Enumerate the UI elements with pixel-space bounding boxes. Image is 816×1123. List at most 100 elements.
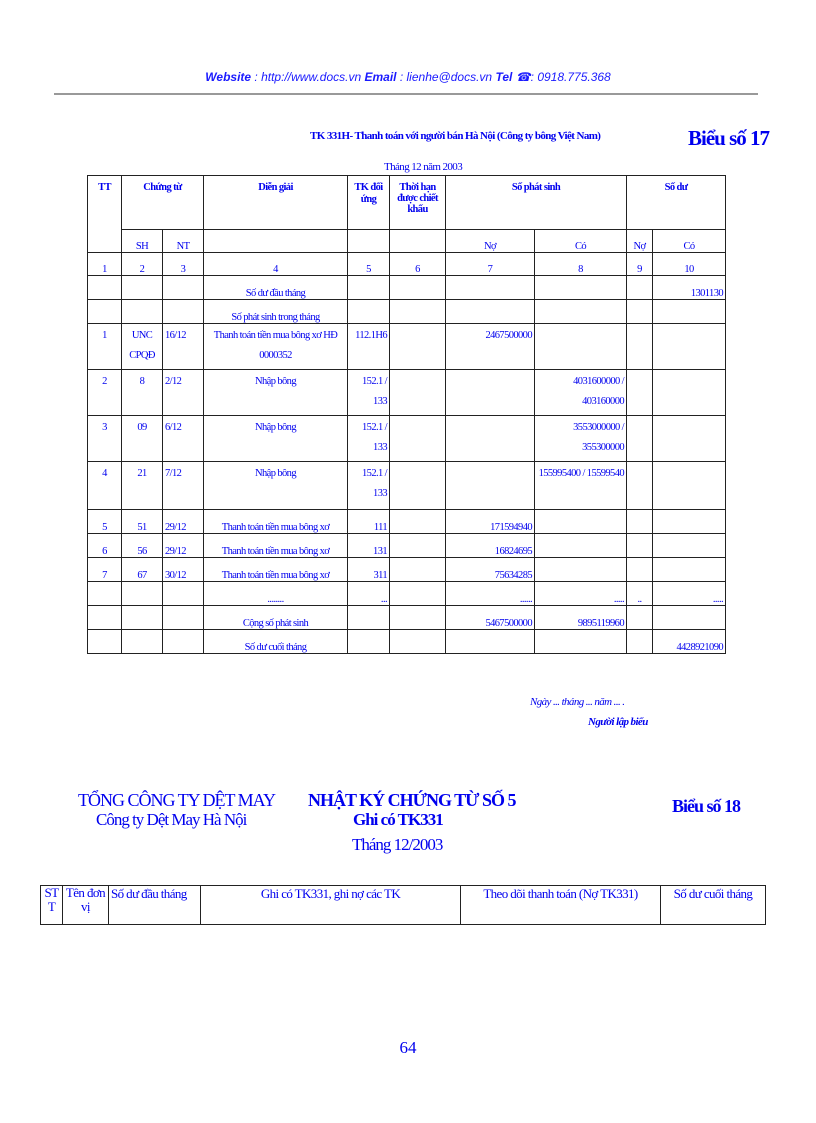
cell-co (534, 275, 627, 300)
form18-title: NHẬT KÝ CHỨNG TỪ SỐ 5 (308, 790, 517, 810)
header-du-no: Nợ (626, 229, 653, 253)
header-dien-giai: Diễn giải (203, 175, 348, 230)
form17-title: TK 331H- Thanh toán với người bán Hà Nội… (310, 130, 601, 142)
column-number: 6 (389, 252, 446, 276)
cell-no: ...... (445, 581, 535, 606)
cell-du-co (651, 533, 727, 558)
cell-nt (162, 275, 204, 300)
header-co: Có (534, 229, 627, 253)
empty-cell (389, 509, 446, 534)
cell-du-no (626, 557, 653, 582)
column-number: 5 (347, 252, 390, 276)
cell-du-co (651, 299, 727, 324)
empty-cell (389, 533, 446, 558)
cell-tt: 1 (87, 323, 122, 370)
cell-co (534, 323, 627, 370)
cell-nt (162, 629, 204, 654)
cell-du-co (651, 509, 727, 534)
company-name: TỔNG CÔNG TY DỆT MAY (78, 790, 276, 810)
date-line: Ngày ... tháng ... năm ... . (530, 696, 625, 708)
header-so-phat-sinh: Số phát sinh (445, 175, 627, 230)
cell-no (445, 275, 535, 300)
cell-no (445, 415, 535, 462)
cell-du-no (626, 605, 653, 630)
cell-no: 5467500000 (445, 605, 535, 630)
cell-du-co (651, 369, 727, 416)
page-number: 64 (399, 1038, 417, 1057)
cell-du-co (651, 415, 727, 462)
cell-du-co (651, 557, 727, 582)
empty-cell (389, 581, 446, 606)
cell-tk: 152.1 / 133 (347, 415, 390, 462)
column-number: 7 (445, 252, 535, 276)
cell-nt (162, 605, 204, 630)
website-label: Website (205, 70, 252, 84)
header-so-du: Số dư (625, 175, 727, 230)
empty-cell (389, 629, 446, 654)
table-row: 2 8 2/12 Nhập bông 152.1 / 133 4031600000 / 4… (87, 369, 727, 416)
cell-du-co (651, 323, 727, 370)
header-so-du-cuoi: Số dư cuối tháng (660, 885, 766, 925)
cell-desc: Cộng số phát sinh (203, 605, 348, 630)
column-number-row: 1 2 3 4 5 6 7 8 9 10 (87, 252, 727, 276)
cell-tt (87, 299, 122, 324)
cell-sh: 09 (121, 415, 163, 462)
header-theo-doi: Theo dõi thanh toán (Nợ TK331) (460, 885, 661, 925)
header-no: Nợ (445, 229, 535, 253)
cell-desc: Số dư đầu tháng (203, 275, 348, 300)
cell-desc: Thanh toán tiền mua bông xơ (203, 509, 348, 534)
site-header: Website : http://www.docs.vn Email : lie… (205, 70, 611, 84)
cell-du-co (651, 461, 727, 510)
table-row: 7 67 30/12 Thanh toán tiền mua bông xơ 311 75… (87, 557, 727, 582)
empty-cell (389, 415, 446, 462)
empty-cell (389, 323, 446, 370)
cell-co (534, 299, 627, 324)
cell-tk (347, 629, 390, 654)
header-tt: TT (87, 175, 122, 253)
email-link[interactable]: lienhe@docs.vn (406, 70, 493, 84)
header-chung-tu: Chứng từ (121, 175, 204, 230)
cell-du-no (626, 369, 653, 416)
website-link[interactable]: http://www.docs.vn (261, 70, 362, 84)
cell-sh: 51 (121, 509, 163, 534)
cell-desc: Thanh toán tiền mua bông xơ (203, 557, 348, 582)
cell-nt: 29/12 (162, 509, 204, 534)
cell-co (534, 557, 627, 582)
phone-icon: ☎ (515, 70, 531, 84)
cell-tk: 152.1 / 133 (347, 369, 390, 416)
header-sh: SH (121, 229, 163, 253)
cell-desc: Thanh toán tiền mua bông xơ HĐ 0000352 (203, 323, 348, 370)
cell-tk: 111 (347, 509, 390, 534)
cell-tk: 152.1 / 133 (347, 461, 390, 510)
cell-du-no (626, 533, 653, 558)
empty-cell (203, 229, 348, 253)
column-number: 4 (203, 252, 348, 276)
table-row: ............................. (87, 581, 727, 606)
cell-tt: 3 (87, 415, 122, 462)
cell-tk (347, 605, 390, 630)
form18-subtitle: Ghi có TK331 (353, 810, 444, 829)
cell-desc: ........ (203, 581, 348, 606)
form17-period: Tháng 12 năm 2003 (384, 161, 463, 173)
cell-tk: ... (347, 581, 390, 606)
cell-desc: Nhập bông (203, 369, 348, 416)
cell-no (445, 299, 535, 324)
cell-desc: Số dư cuối tháng (203, 629, 348, 654)
header-thoi-han: Thời hạn được chiết khấu (389, 175, 446, 230)
cell-co (534, 533, 627, 558)
empty-cell (389, 605, 446, 630)
empty-cell (389, 275, 446, 300)
table-row: Số phát sinh trong tháng (87, 299, 727, 324)
cell-tk: 131 (347, 533, 390, 558)
cell-tk (347, 275, 390, 300)
header-divider (54, 93, 758, 95)
cell-no (445, 369, 535, 416)
empty-cell (389, 461, 446, 510)
cell-co: ..... (534, 581, 627, 606)
header-ghi-co: Ghi có TK331, ghi nợ các TK (200, 885, 461, 925)
cell-du-no: .. (626, 581, 653, 606)
cell-nt (162, 581, 204, 606)
journal-table: STT Tên đơn vị Số dư đầu tháng Ghi có TK… (40, 885, 766, 925)
form18-period: Tháng 12/2003 (352, 835, 443, 854)
